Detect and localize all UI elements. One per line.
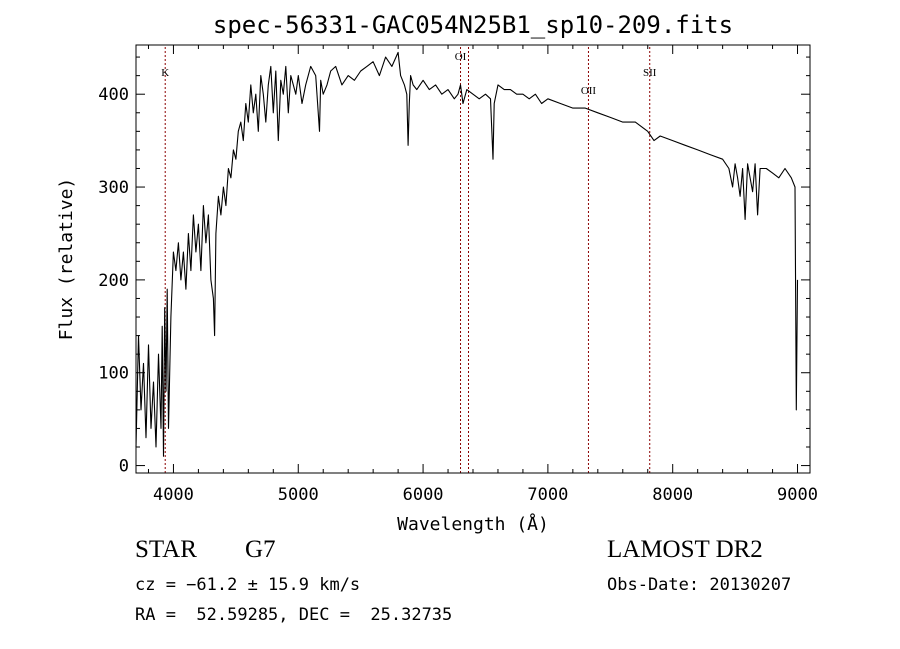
y-tick-label: 100: [98, 364, 129, 384]
observation-date-label: Obs-Date: 20130207: [607, 575, 792, 595]
y-axis-label: Flux (relative): [56, 178, 77, 341]
chart-title: spec-56331-GAC054N25B1_sp10-209.fits: [213, 11, 733, 39]
y-tick-label: 0: [119, 457, 129, 477]
x-tick-label: 5000: [278, 485, 319, 505]
survey-label: LAMOST DR2: [607, 536, 763, 563]
y-tick-label: 200: [98, 271, 129, 291]
spectral-line-label: K: [161, 67, 169, 79]
object-subclass-label: G7: [245, 536, 276, 563]
spectral-line-label: SII: [643, 67, 657, 79]
y-tick-label: 400: [98, 85, 129, 105]
x-tick-label: 9000: [777, 485, 818, 505]
plot-frame: [135, 44, 811, 474]
x-axis-label: Wavelength (Å): [397, 513, 549, 535]
y-tick-label: 300: [98, 178, 129, 198]
spectral-line-label: OII: [581, 85, 597, 97]
ra-dec-label: RA = 52.59285, DEC = 25.32735: [135, 605, 453, 625]
x-tick-label: 7000: [527, 485, 568, 505]
object-type-label: STAR: [135, 536, 197, 563]
x-tick-label: 6000: [403, 485, 444, 505]
x-tick-label: 4000: [153, 485, 194, 505]
x-tick-label: 8000: [652, 485, 693, 505]
spectrum-line: [135, 51, 799, 457]
spectral-line-label: OI: [455, 51, 467, 63]
redshift-velocity-label: cz = −61.2 ± 15.9 km/s: [135, 575, 361, 595]
